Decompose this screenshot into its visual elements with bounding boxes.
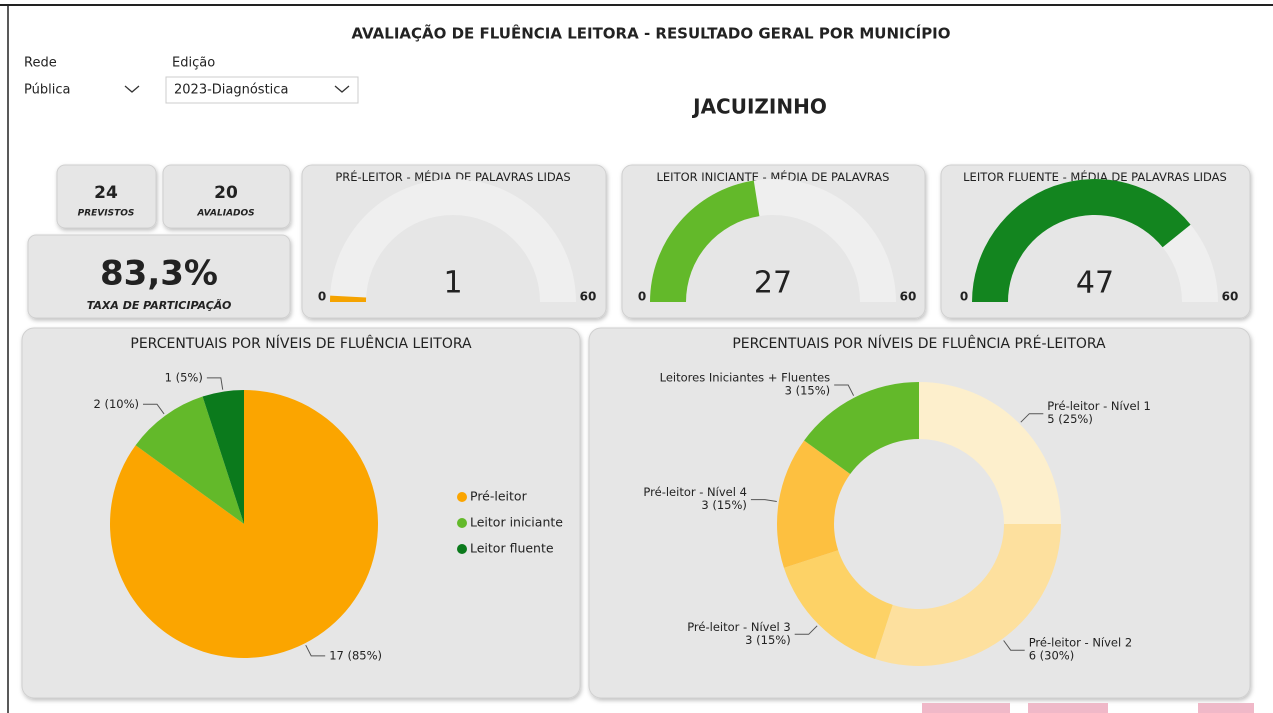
gauge-title-line: PRÉ-LEITOR - MÉDIA DE PALAVRAS LIDAS	[335, 169, 570, 184]
slice-label: 5 (25%)	[1047, 412, 1093, 426]
card	[56, 164, 157, 229]
card-value: 24	[94, 183, 118, 203]
leader-line	[834, 384, 855, 396]
slice	[202, 390, 244, 524]
legend-swatch	[457, 544, 467, 554]
filter-label: Edição	[172, 56, 215, 71]
gauge-value: 47	[1076, 266, 1114, 301]
slice-label: 1 (5%)	[165, 370, 203, 384]
gauge-card	[621, 164, 926, 319]
gauge-value: 1	[443, 266, 462, 301]
slice-category: Pré-leitor - Nível 2	[1029, 636, 1132, 650]
legend-label: Leitor fluente	[470, 541, 554, 556]
filter-value[interactable]: 2023-Diagnóstica	[174, 83, 288, 98]
nav-button[interactable]	[1198, 703, 1254, 713]
gauge-value-arc	[330, 295, 367, 302]
card-label: AVALIADOS	[196, 209, 254, 219]
filter-value[interactable]: Pública	[24, 83, 70, 98]
gauge-value: 27	[754, 266, 792, 301]
legend-label: Leitor iniciante	[470, 515, 563, 530]
page-title: AVALIAÇÃO DE FLUÊNCIA LEITORA - RESULTAD…	[351, 24, 950, 43]
slice-label: 3 (15%)	[745, 633, 791, 647]
card-value: 20	[214, 183, 238, 203]
gauge-title-line: LEITOR INICIANTE - MÉDIA DE PALAVRAS	[657, 169, 890, 184]
leader-line	[305, 644, 326, 657]
card	[27, 234, 291, 319]
gauge-value-arc	[972, 179, 1191, 302]
chart-title: PERCENTUAIS POR NÍVEIS DE FLUÊNCIA LEITO…	[130, 334, 472, 352]
nav-button[interactable]	[1028, 703, 1108, 713]
legend-swatch	[457, 492, 467, 502]
card-label: PREVISTOS	[78, 209, 135, 219]
leader-line	[750, 499, 777, 502]
municipality: JACUIZINHO	[691, 95, 827, 119]
gauge-card	[301, 164, 607, 319]
gauge-title-line: LEITOR FLUENTE - MÉDIA DE PALAVRAS LIDAS	[963, 169, 1227, 184]
gauge-min: 0	[638, 290, 646, 304]
legend-swatch	[457, 518, 467, 528]
gauge-card	[940, 164, 1251, 319]
gauge-max: 60	[1222, 290, 1239, 304]
slice	[804, 382, 919, 475]
slice-label: 17 (85%)	[329, 648, 382, 662]
filter-label: Rede	[24, 56, 57, 71]
slice	[875, 524, 1061, 666]
gauge-title: PRÉ-LEITOR - MÉDIA DE PALAVRAS LIDAS	[335, 169, 570, 184]
leader-line	[143, 403, 165, 415]
slice-label: 6 (30%)	[1029, 649, 1075, 663]
card-value: 83,3%	[100, 254, 218, 294]
card-label: TAXA DE PARTICIPAÇÃO	[87, 299, 232, 312]
slice	[776, 440, 851, 568]
slice-category: Leitores Iniciantes + Fluentes	[660, 371, 831, 385]
gauge-track	[330, 179, 576, 302]
leader-line	[1020, 413, 1044, 423]
legend-label: Pré-leitor	[470, 489, 528, 504]
leader-line	[794, 625, 818, 635]
gauge-max: 60	[900, 290, 917, 304]
card	[162, 164, 291, 229]
gauge-min: 0	[318, 290, 326, 304]
leader-line	[1003, 640, 1025, 651]
gauge-title: LEITOR FLUENTE - MÉDIA DE PALAVRAS LIDAS	[963, 169, 1227, 184]
slice-label: 2 (10%)	[93, 397, 139, 411]
slice-category: Pré-leitor - Nível 4	[643, 485, 746, 499]
slice-category: Pré-leitor - Nível 3	[687, 620, 790, 634]
dropdown[interactable]	[165, 76, 359, 104]
slice	[135, 396, 244, 524]
slice	[783, 550, 893, 660]
gauge-min: 0	[960, 290, 968, 304]
leader-line	[206, 377, 224, 390]
gauge-value-arc	[650, 180, 760, 302]
dropdown-chevron[interactable]	[334, 85, 350, 93]
nav-button[interactable]	[922, 703, 1010, 713]
gauge-max: 60	[580, 290, 597, 304]
donut-card	[588, 327, 1251, 699]
slice-label: 3 (15%)	[701, 498, 747, 512]
chart-title: PERCENTUAIS POR NÍVEIS DE FLUÊNCIA PRÉ-L…	[732, 334, 1106, 352]
slice-label: 3 (15%)	[785, 384, 831, 398]
dropdown-chevron[interactable]	[124, 85, 140, 93]
slice	[919, 382, 1061, 524]
slice-category: Pré-leitor - Nível 1	[1047, 399, 1150, 413]
